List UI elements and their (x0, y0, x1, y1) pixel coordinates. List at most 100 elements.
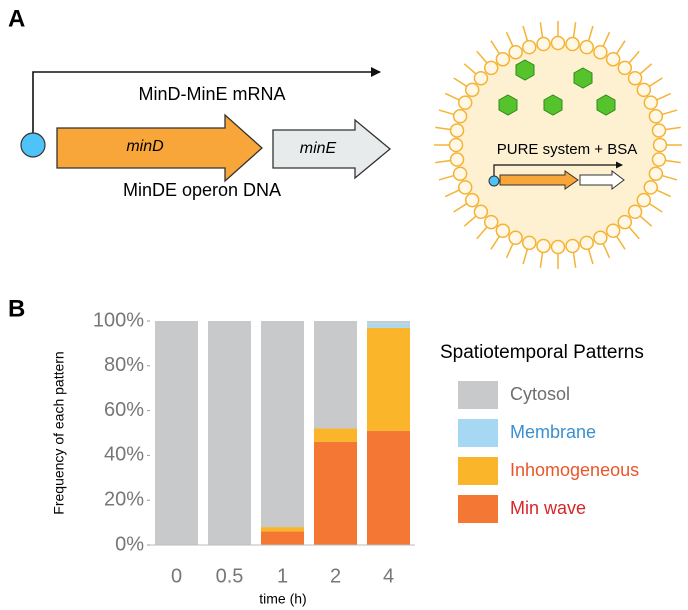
lipid-tail (453, 202, 468, 213)
lipid-tail (539, 22, 544, 39)
lipid-tail (664, 126, 681, 131)
lipid-tail (438, 109, 455, 116)
lipid-tail (435, 159, 452, 164)
bar-segment (261, 321, 304, 528)
lipid-tail (648, 77, 663, 88)
mrna-label: MinD-MinE mRNA (138, 84, 285, 104)
legend-title: Spatiotemporal Patterns (440, 342, 644, 363)
lipid-head (643, 180, 659, 195)
lipid-head (483, 60, 499, 76)
lipid-head (452, 109, 468, 124)
lipid-tail (505, 31, 514, 48)
bar-segment (367, 430, 410, 545)
y-tick-label: 0% (115, 533, 144, 555)
x-tick-label: 0.5 (216, 565, 244, 587)
legend-swatch (458, 495, 498, 523)
legend-label: Min wave (510, 498, 586, 518)
lipid-tail (438, 174, 455, 181)
lipid-head (449, 123, 465, 138)
lipid-head (605, 223, 621, 239)
lipid-tail (444, 92, 461, 101)
bar-segment (314, 428, 357, 442)
lipid-tail (615, 40, 626, 55)
lipid-tail (628, 226, 640, 240)
bar-segment (314, 321, 357, 429)
lipid-head (617, 60, 633, 76)
lipid-head (522, 235, 537, 251)
lipid-tail (522, 25, 529, 42)
y-axis-label: Frequency of each pattern (51, 351, 67, 514)
lipid-head (452, 166, 468, 181)
promoter (20, 132, 46, 158)
vesicle-contents: PURE system + BSA (488, 59, 637, 190)
lipid-tail (655, 189, 672, 198)
legend-swatch (458, 419, 498, 447)
y-tick-label: 40% (104, 444, 144, 466)
lipid-tail (664, 159, 681, 164)
lipid-tail (463, 63, 477, 75)
lipid-head (550, 239, 566, 255)
gene-arrow (56, 113, 263, 183)
operon-label: MinDE operon DNA (123, 180, 281, 200)
bar-segment (208, 321, 251, 545)
lipid-head (473, 204, 489, 220)
gene-label: minD (126, 138, 164, 155)
x-tick-label: 2 (330, 565, 341, 587)
gene-arrow (499, 170, 579, 190)
lipid-head (593, 44, 608, 60)
lipid-head (522, 39, 537, 55)
lipid-tail (453, 77, 468, 88)
lipid-tail (463, 215, 477, 227)
lipid-head (536, 238, 551, 254)
lipid-tail (587, 248, 594, 265)
bar-segment (261, 527, 304, 532)
protein (515, 59, 535, 81)
lipid-head (651, 123, 667, 138)
lipid-tail (587, 25, 594, 42)
lipid-head (464, 192, 480, 208)
lipid-head (495, 223, 511, 239)
lipid-tail (639, 215, 653, 227)
lipid-head (652, 137, 668, 153)
lipid-tail (628, 50, 640, 64)
legend-swatch (458, 381, 498, 409)
lipid-head (648, 109, 664, 124)
gene-label: minE (300, 140, 337, 157)
x-axis-label: time (h) (259, 591, 306, 607)
lipid-head (536, 36, 551, 52)
gene-arrow (579, 170, 625, 190)
lipid-head (457, 95, 473, 110)
lipid-tail (648, 202, 663, 213)
legend-swatch (458, 457, 498, 485)
vesicle-label: PURE system + BSA (497, 141, 637, 158)
lipid-head (636, 192, 652, 208)
lipid-head (579, 39, 594, 55)
lipid-head (648, 166, 664, 181)
lipid-head (643, 95, 659, 110)
lipid-head (483, 214, 499, 230)
protein (573, 67, 593, 89)
bar-segment (314, 441, 357, 545)
lipid-tail (539, 251, 544, 268)
lipid-head (449, 152, 465, 167)
lipid-head (651, 152, 667, 167)
lipid-head (617, 214, 633, 230)
protein (498, 94, 518, 116)
lipid-tail (490, 235, 501, 250)
y-tick-label: 60% (104, 399, 144, 421)
lipid-head (627, 204, 643, 220)
lipid-tail (476, 50, 488, 64)
lipid-tail (435, 126, 452, 131)
lipid-head (565, 36, 580, 52)
lipid-head (508, 230, 523, 246)
y-tick-label: 100% (93, 309, 144, 331)
lipid-head (473, 70, 489, 86)
lipid-head (508, 44, 523, 60)
legend-label: Cytosol (510, 384, 570, 404)
lipid-head (448, 137, 464, 153)
bar-segment (367, 323, 410, 328)
lipid-head (457, 180, 473, 195)
protein (596, 94, 616, 116)
